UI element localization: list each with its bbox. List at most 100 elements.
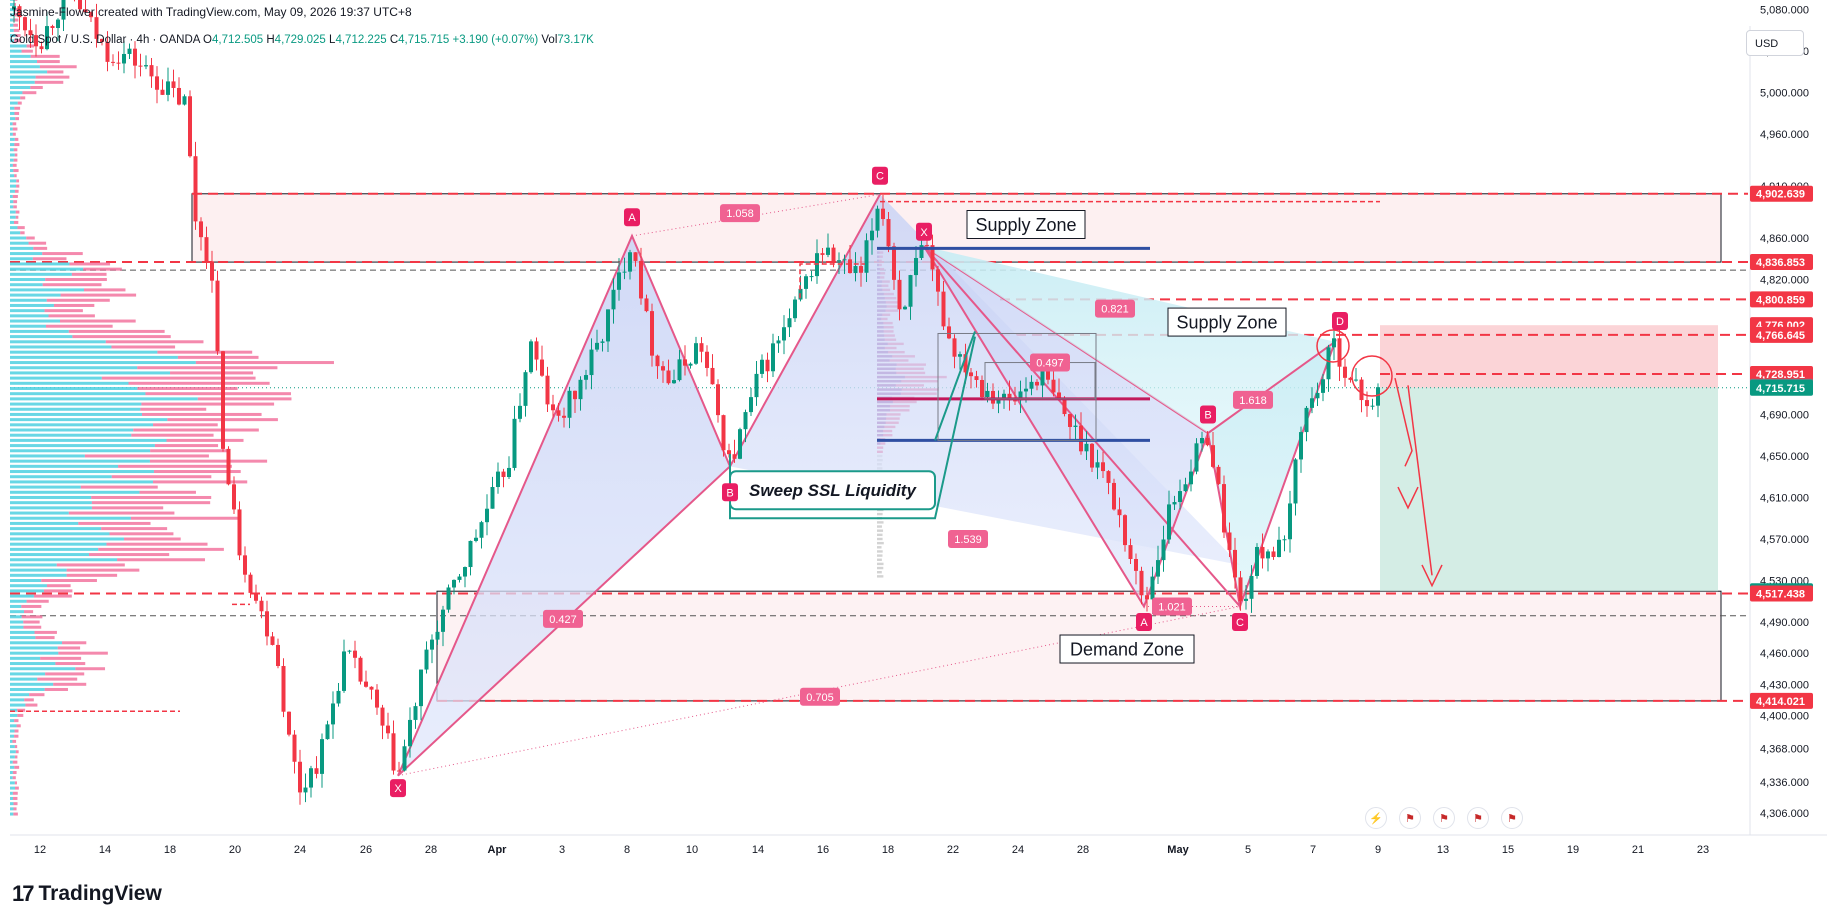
volume-profile-bar (12, 132, 16, 136)
volume-profile-bar (17, 101, 22, 105)
volume-profile-bar (10, 428, 134, 432)
candle-body (1117, 509, 1122, 516)
price-axis-badge (1750, 185, 1813, 202)
price-tick-label: 5,080.000 (1760, 5, 1809, 17)
volume-profile-bar (10, 158, 14, 162)
volume-profile-bar (13, 23, 18, 27)
supply-zone-label: Supply Zone (975, 215, 1076, 235)
symbol-info-bar: Gold Spot / U.S. Dollar · 4h · OANDA O4,… (10, 34, 594, 46)
volume-profile-bar (15, 215, 19, 219)
candle-body (1073, 425, 1078, 427)
currency-selector[interactable]: USD (1746, 30, 1804, 56)
volume-profile-bar (10, 568, 67, 572)
volume-profile-bar (10, 303, 54, 307)
candle-body (914, 257, 918, 276)
volume-profile-bar (10, 579, 42, 583)
time-tick-label: 16 (817, 844, 829, 856)
volume-profile-bar (30, 54, 60, 58)
candle-body (1326, 347, 1331, 380)
ratio-badge (800, 687, 840, 706)
candle-body (171, 81, 176, 88)
volume-profile-bar (12, 739, 17, 743)
ratio-badge (720, 204, 760, 223)
candle-body (50, 26, 55, 28)
us-flag-icon[interactable]: ⚑ (1467, 807, 1489, 829)
volume-profile-bar (10, 651, 59, 655)
volume-profile-bar (10, 39, 15, 43)
volume-profile-bar (14, 13, 17, 17)
volume-profile-bar (157, 350, 253, 354)
price-axis: 5,080.0005,040.0005,000.0004,960.0004,91… (1749, 5, 1813, 835)
volume-profile-bar (14, 734, 19, 738)
time-tick-label: 19 (1567, 844, 1579, 856)
candle-body (1205, 437, 1210, 446)
us-flag-icon[interactable]: ⚑ (1501, 807, 1523, 829)
volume-profile-bar (69, 262, 111, 266)
volume-profile-bar (10, 646, 58, 650)
volume-profile-bar (137, 366, 278, 370)
volume-profile-bar (12, 760, 18, 764)
supply-zone-box (191, 193, 1722, 263)
volume-profile-bar (10, 54, 31, 58)
volume-profile-bar (55, 662, 86, 666)
volume-profile-bar (42, 283, 102, 287)
candle-body (793, 299, 797, 319)
volume-profile-bar (10, 75, 36, 79)
pattern-point-badge (1200, 405, 1216, 424)
volume-profile-bar (57, 646, 81, 650)
candle-body (732, 454, 737, 459)
volume-profile-bar (197, 397, 292, 401)
candle-body (881, 208, 885, 220)
volume-profile-bar (41, 579, 97, 583)
time-tick-label: 18 (882, 844, 894, 856)
volume-profile-bar (10, 765, 15, 769)
supply-zone-label-box (966, 210, 1086, 240)
price-tick-label: 4,400.000 (1760, 710, 1809, 722)
candle-body (925, 245, 929, 247)
candle-body (303, 787, 308, 793)
volume-profile-bar (10, 656, 41, 660)
symbol-name[interactable]: Gold Spot / U.S. Dollar · 4h · OANDA (10, 34, 200, 46)
ratio-label: 1.618 (1239, 395, 1267, 407)
volume-profile-bar (10, 345, 112, 349)
volume-profile-bar (877, 554, 883, 557)
volume-profile-bar (17, 226, 25, 230)
volume-profile-bar (46, 584, 71, 588)
volume-profile-bar (877, 537, 883, 541)
candle-body (138, 65, 143, 67)
volume-profile-bar (40, 656, 82, 660)
volume-profile-bar (10, 70, 48, 74)
candle-body (1227, 532, 1232, 550)
candle-body (644, 298, 649, 312)
tradingview-logo[interactable]: 17 TradingView (12, 880, 162, 908)
candle-body (457, 576, 462, 580)
volume-profile-bar (10, 350, 158, 354)
candle-body (622, 271, 627, 273)
candle-body (688, 363, 693, 366)
candle-body (743, 412, 748, 430)
price-tick-label: 4,368.000 (1760, 744, 1809, 756)
volume-profile-bar (47, 70, 64, 74)
candle-body (430, 639, 434, 650)
volume-profile-bar (13, 28, 20, 32)
us-flag-icon[interactable]: ⚑ (1399, 807, 1421, 829)
volume-profile-bar (131, 433, 214, 437)
volume-profile-bar (10, 594, 34, 598)
volume-profile-bar (10, 750, 16, 754)
volume-profile-bar (33, 594, 72, 598)
us-flag-icon[interactable]: ⚑ (1433, 807, 1455, 829)
volume-profile-bar (10, 355, 178, 359)
volume-profile-bar (10, 111, 15, 115)
candle-body (199, 221, 203, 238)
volume-profile-bar (877, 566, 884, 570)
candle-body (941, 291, 946, 327)
high-label: H (266, 34, 275, 46)
volume-profile-bar (71, 272, 107, 276)
candle-body (1167, 504, 1171, 540)
flash-icon[interactable]: ⚡ (1365, 807, 1387, 829)
candle-body (413, 706, 418, 720)
volume-profile-bar (13, 148, 18, 152)
volume-profile-bar (10, 573, 67, 577)
volume-profile-bar (10, 464, 119, 468)
